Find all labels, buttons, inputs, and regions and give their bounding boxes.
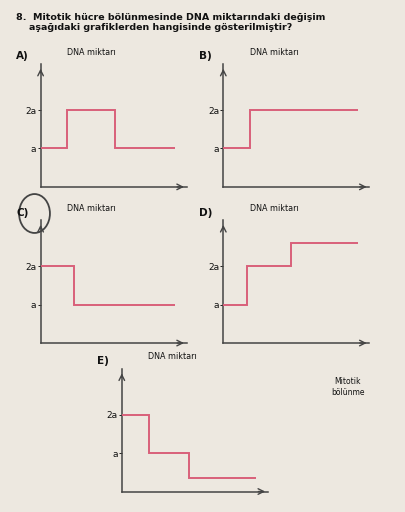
Text: Mitotik
bölünme: Mitotik bölünme bbox=[330, 221, 363, 241]
Text: D): D) bbox=[198, 207, 212, 218]
Text: DNA miktarı: DNA miktarı bbox=[67, 204, 115, 213]
Text: DNA miktarı: DNA miktarı bbox=[148, 352, 196, 361]
Text: 8.  Mitotik hücre bölünmesinde DNA miktarındaki değişim: 8. Mitotik hücre bölünmesinde DNA miktar… bbox=[16, 13, 325, 22]
Text: Mitotik
bölünme: Mitotik bölünme bbox=[330, 377, 363, 397]
Text: B): B) bbox=[198, 51, 211, 61]
Text: E): E) bbox=[97, 356, 109, 366]
Text: A): A) bbox=[16, 51, 29, 61]
Text: DNA miktarı: DNA miktarı bbox=[249, 48, 298, 57]
Text: aşağıdaki grafiklerden hangisinde gösterilmiştir?: aşağıdaki grafiklerden hangisinde göster… bbox=[16, 23, 292, 32]
Text: DNA miktarı: DNA miktarı bbox=[67, 48, 115, 57]
Text: Mitotik
bölünme: Mitotik bölünme bbox=[148, 377, 181, 397]
Text: Mitotik
bölünme: Mitotik bölünme bbox=[148, 221, 181, 241]
Text: C): C) bbox=[16, 207, 28, 218]
Text: DNA miktarı: DNA miktarı bbox=[249, 204, 298, 213]
